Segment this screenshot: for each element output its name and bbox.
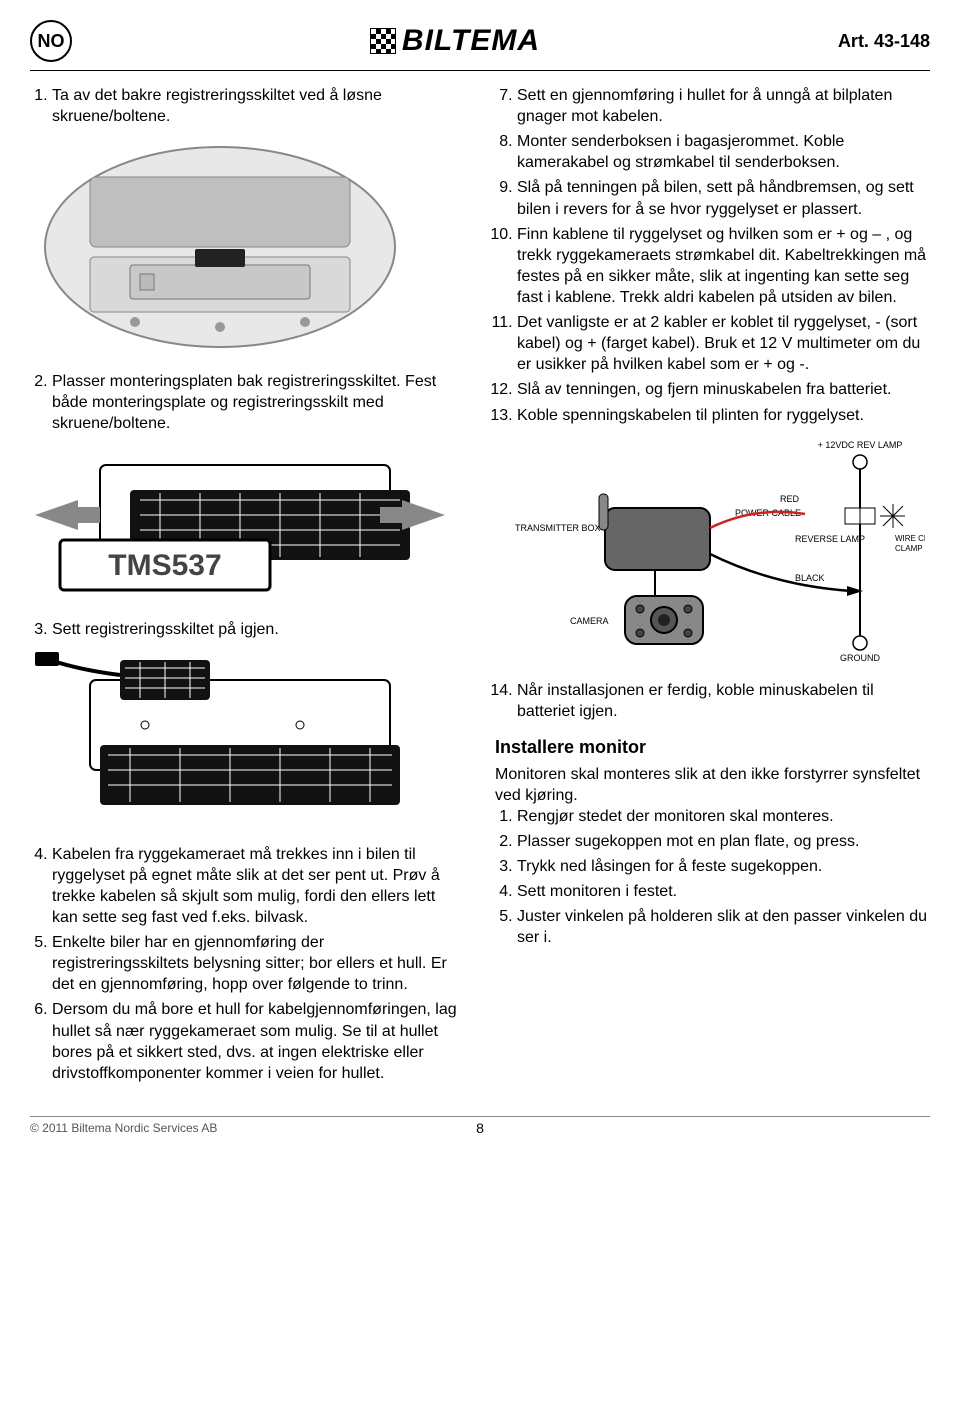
step-14: Når installasjonen er ferdig, koble minu… — [517, 680, 930, 722]
monitor-step-5: Juster vinkelen på holderen slik at den … — [517, 906, 930, 948]
right-column: Sett en gjennomføring i hullet for å unn… — [495, 85, 930, 1088]
label-black: BLACK — [795, 573, 825, 583]
steps-left-2: Plasser monteringsplaten bak registrerin… — [30, 371, 465, 434]
label-reverselamp: REVERSE LAMP — [795, 534, 865, 544]
step-7: Sett en gjennomføring i hullet for å unn… — [517, 85, 930, 127]
svg-text:CLAMP: CLAMP — [895, 544, 923, 553]
monitor-step-1: Rengjør stedet der monitoren skal monter… — [517, 806, 930, 827]
steps-right-7: Sett en gjennomføring i hullet for å unn… — [495, 85, 930, 426]
brand-logo: BILTEMA — [370, 24, 540, 58]
label-revlamp: + 12VDC REV LAMP — [818, 440, 903, 450]
content-columns: Ta av det bakre registreringsskiltet ved… — [30, 85, 930, 1088]
plate-text: TMS537 — [108, 549, 221, 582]
figure-plate-reinstalled — [30, 650, 465, 830]
steps-right-14: Når installasjonen er ferdig, koble minu… — [495, 680, 930, 722]
article-number: Art. 43-148 — [838, 31, 930, 52]
step-5: Enkelte biler har en gjennomføring der r… — [52, 932, 465, 995]
step-6: Dersom du må bore et hull for kabelgjenn… — [52, 999, 465, 1083]
steps-left-1: Ta av det bakre registreringsskiltet ved… — [30, 85, 465, 127]
page-header: NO BILTEMA Art. 43-148 — [30, 20, 930, 71]
step-12: Slå av tenningen, og fjern minuskabelen … — [517, 379, 930, 400]
left-column: Ta av det bakre registreringsskiltet ved… — [30, 85, 465, 1088]
monitor-steps: Rengjør stedet der monitoren skal monter… — [495, 806, 930, 949]
monitor-step-2: Plasser sugekoppen mot en plan flate, og… — [517, 831, 930, 852]
figure-mounting-plate: TMS537 — [30, 445, 465, 605]
page-number: 8 — [476, 1120, 484, 1136]
monitor-intro: Monitoren skal monteres slik at den ikke… — [495, 764, 930, 806]
step-9: Slå på tenningen på bilen, sett på håndb… — [517, 177, 930, 219]
step-8: Monter senderboksen i bagasjerommet. Kob… — [517, 131, 930, 173]
figure-car-rear — [30, 137, 465, 357]
steps-left-3: Sett registreringsskiltet på igjen. — [30, 619, 465, 640]
page-footer: © 2011 Biltema Nordic Services AB 8 — [30, 1116, 930, 1135]
label-red: RED — [780, 494, 800, 504]
step-11: Det vanligste er at 2 kabler er koblet t… — [517, 312, 930, 375]
monitor-step-3: Trykk ned låsingen for å feste sugekoppe… — [517, 856, 930, 877]
brand-text: BILTEMA — [402, 24, 540, 58]
label-ground: GROUND — [840, 653, 880, 663]
step-1: Ta av det bakre registreringsskiltet ved… — [52, 85, 465, 127]
label-txbox: TRANSMITTER BOX — [515, 523, 601, 533]
figure-wiring-diagram: + 12VDC REV LAMP GROUND TRANSMITTER BOX … — [495, 436, 930, 666]
steps-left-4: Kabelen fra ryggekameraet må trekkes inn… — [30, 844, 465, 1084]
manual-page: NO BILTEMA Art. 43-148 Ta av det bakre r… — [0, 0, 960, 1145]
step-2: Plasser monteringsplaten bak registrerin… — [52, 371, 465, 434]
monitor-step-4: Sett monitoren i festet. — [517, 881, 930, 902]
language-badge: NO — [30, 20, 72, 62]
copyright: © 2011 Biltema Nordic Services AB — [30, 1121, 217, 1135]
label-wireclamp: WIRE CLAMP — [895, 534, 925, 543]
checker-icon — [370, 28, 396, 54]
step-4: Kabelen fra ryggekameraet må trekkes inn… — [52, 844, 465, 928]
step-10: Finn kablene til ryggelyset og hvilken s… — [517, 224, 930, 308]
step-13: Koble spenningskabelen til plinten for r… — [517, 405, 930, 426]
step-3: Sett registreringsskiltet på igjen. — [52, 619, 465, 640]
label-camera: CAMERA — [570, 616, 609, 626]
monitor-section-title: Installere monitor — [495, 736, 930, 760]
